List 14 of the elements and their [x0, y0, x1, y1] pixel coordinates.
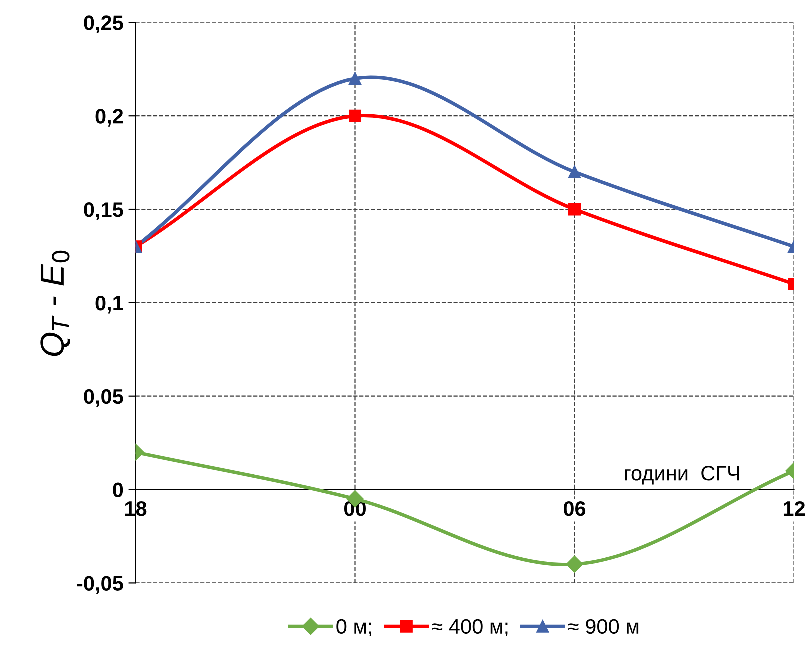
y-tick-label: -0,05 [77, 576, 124, 594]
y-tick-label: 0,25 [84, 16, 124, 34]
y-axis-title: Q$_{T}$ - E$_{0}$ [40, 250, 70, 356]
y-tick-label: 0,1 [96, 296, 124, 314]
y-tick-label: 0,15 [84, 202, 124, 220]
y-tick-label: 0 [113, 482, 124, 498]
x-tick-label: 06 [564, 501, 586, 516]
y-tick-label: 0,05 [84, 389, 124, 408]
y-tick-label: 0,2 [96, 109, 124, 127]
legend-label: ≈ 400 м; [432, 619, 508, 637]
x-axis-title: години СГЧ [625, 466, 740, 485]
legend-label: 0 м; [336, 619, 372, 637]
x-tick-label: 12 [784, 501, 806, 516]
legend-label: ≈ 900 м [568, 619, 639, 634]
